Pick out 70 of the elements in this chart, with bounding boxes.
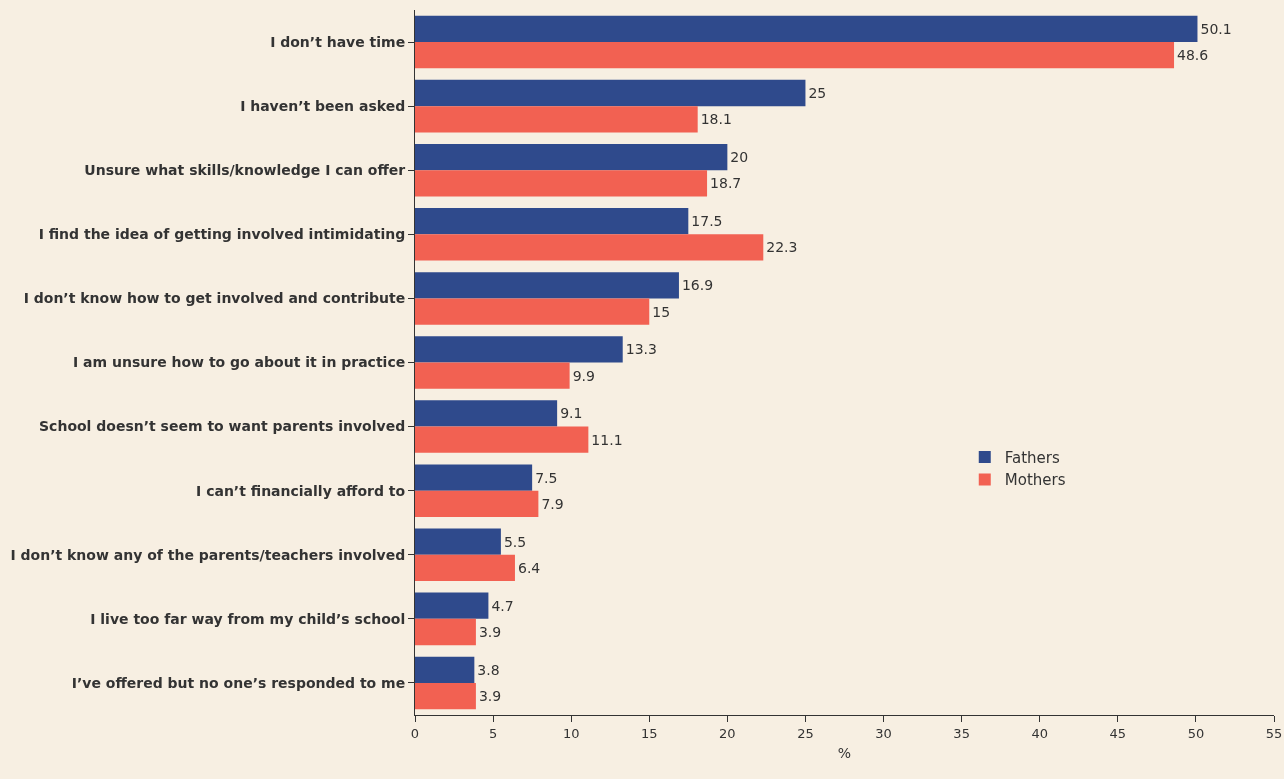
data-label: 17.5: [691, 213, 723, 230]
data-label: 3.8: [477, 661, 500, 678]
bar: [415, 336, 623, 363]
legend-label: Mothers: [1004, 471, 1066, 490]
bar: [415, 143, 728, 171]
y-tick-label: Unsure what skills/knowledge I can offer: [84, 162, 406, 179]
bar: [415, 682, 476, 710]
bar: [415, 15, 1198, 43]
bar: [415, 208, 689, 235]
bar: [415, 106, 698, 133]
bar: [415, 592, 489, 619]
bar: [415, 618, 476, 646]
x-tick-label: 0: [410, 725, 420, 741]
data-label: 3.9: [478, 688, 502, 705]
bar: [415, 464, 533, 491]
bar: [415, 234, 764, 261]
data-label: 9.1: [560, 405, 583, 422]
bar: [415, 528, 501, 555]
y-tick-label: I don’t know how to get involved and contribute: [23, 290, 406, 307]
bar: [415, 42, 1175, 69]
data-label: 4.7: [491, 597, 514, 614]
x-tick-label: 50: [1187, 725, 1205, 741]
x-tick-label: 20: [719, 725, 736, 741]
data-label: 3.9: [478, 624, 502, 640]
data-label: 7.5: [535, 469, 558, 486]
bar: [415, 426, 589, 453]
x-tick-label: 35: [953, 725, 970, 741]
y-tick-label: I’ve offered but no one’s responded to me: [71, 674, 406, 691]
data-label: 6.4: [517, 559, 541, 576]
bar: [415, 490, 539, 517]
data-label: 7.9: [541, 495, 564, 512]
y-tick-label: I don’t know any of the parents/teachers involved: [10, 546, 406, 563]
y-tick-label: I am unsure how to go about it in practice: [73, 354, 406, 371]
data-label: 20: [730, 149, 749, 166]
data-label: 5.5: [503, 533, 527, 550]
data-label: 22.3: [766, 239, 798, 256]
y-tick-label: I live too far way from my child’s school: [90, 610, 406, 627]
x-tick-label: 45: [1109, 725, 1127, 741]
x-tick-label: 55: [1265, 725, 1283, 741]
x-tick-label: 15: [641, 725, 658, 741]
data-label: 15: [652, 303, 671, 320]
x-tick-label: 5: [488, 725, 498, 741]
y-tick-label: I haven’t been asked: [240, 98, 406, 115]
x-axis-title: %: [837, 744, 852, 761]
legend-label: Fathers: [1004, 448, 1060, 467]
data-label: 13.3: [625, 341, 657, 358]
data-label: 9.9: [572, 367, 595, 384]
y-tick-label: School doesn’t seem to want parents involved: [39, 418, 406, 435]
bar: [415, 656, 475, 683]
data-label: 50.1: [1200, 20, 1232, 37]
x-tick-label: 30: [875, 725, 892, 741]
data-label: 48.6: [1177, 47, 1209, 64]
x-tick-label: 40: [1031, 725, 1048, 741]
x-tick-label: 25: [797, 725, 814, 741]
data-label: 18.7: [710, 175, 742, 192]
bar: [415, 554, 515, 582]
y-tick-label: I don’t have time: [270, 33, 406, 50]
bar: [415, 170, 708, 197]
data-label: 16.9: [681, 277, 714, 294]
bar: [415, 400, 558, 427]
bar: [415, 272, 679, 299]
data-label: 25: [808, 85, 827, 101]
x-tick-label: 10: [562, 725, 580, 741]
y-tick-label: I find the idea of getting involved intimidating: [38, 226, 406, 243]
y-tick-label: I can’t financially afford to: [196, 482, 406, 499]
data-label: 11.1: [591, 431, 623, 448]
bar: [415, 298, 650, 325]
bar: [415, 362, 570, 389]
bar: [415, 79, 806, 107]
data-label: 18.1: [700, 111, 732, 128]
